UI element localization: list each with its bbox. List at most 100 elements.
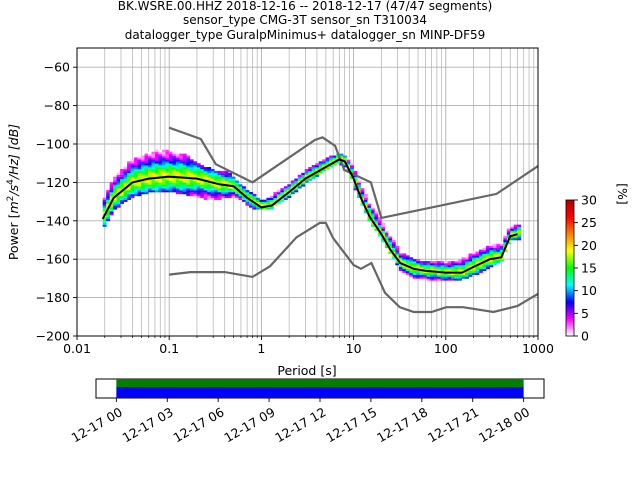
density-cell	[294, 180, 299, 183]
density-cell	[134, 188, 138, 191]
density-cell	[451, 278, 455, 281]
density-cell	[283, 195, 288, 199]
density-cell	[325, 161, 330, 164]
density-cell	[231, 192, 236, 195]
density-cell	[137, 192, 142, 195]
density-cell	[311, 168, 316, 172]
x-tick-label: 10	[346, 341, 362, 356]
density-cell	[158, 172, 163, 176]
density-cell	[175, 184, 180, 187]
density-cell	[269, 199, 274, 202]
density-cell	[210, 174, 215, 177]
density-cell	[231, 176, 236, 179]
density-cell	[186, 170, 191, 174]
density-cell	[203, 192, 208, 195]
density-cell	[444, 272, 448, 275]
density-cell	[266, 207, 271, 210]
density-cell	[141, 180, 145, 183]
density-cell	[478, 264, 483, 268]
density-cell	[214, 180, 219, 183]
density-cell	[304, 170, 309, 174]
density-cell	[207, 167, 212, 170]
density-cell	[482, 257, 487, 260]
density-cell	[458, 263, 462, 266]
density-cell	[465, 270, 469, 273]
density-cell	[109, 207, 114, 210]
density-cell	[116, 184, 121, 187]
density-cell	[506, 230, 511, 233]
density-cell	[151, 159, 156, 162]
density-cell	[179, 182, 184, 185]
density-cell	[374, 215, 379, 218]
density-cell	[102, 203, 107, 206]
density-cell	[461, 276, 466, 279]
density-cell	[158, 168, 163, 172]
density-cell	[402, 268, 407, 272]
density-cell	[134, 174, 138, 177]
density-cell	[154, 155, 159, 158]
density-cell	[214, 190, 219, 193]
density-cell	[123, 199, 128, 202]
density-cell	[207, 195, 212, 199]
density-cell	[141, 174, 145, 177]
density-cell	[106, 197, 111, 200]
nlnm-curve	[169, 221, 538, 314]
density-cell	[510, 232, 515, 235]
density-cell	[147, 151, 152, 154]
density-cell	[416, 263, 421, 266]
density-cell	[388, 236, 393, 239]
density-cell	[461, 268, 466, 272]
density-cell	[127, 174, 131, 177]
density-cell	[207, 172, 212, 176]
density-cell	[332, 155, 337, 158]
density-cell	[332, 157, 337, 160]
density-cell	[269, 205, 274, 208]
density-cell	[451, 276, 455, 279]
density-cell	[147, 167, 152, 170]
density-cell	[468, 274, 473, 277]
density-cell	[235, 180, 239, 183]
colorbar-tick-label: 5	[581, 306, 589, 321]
density-cell	[144, 167, 149, 170]
density-cell	[517, 232, 522, 235]
density-cell	[161, 180, 166, 183]
density-cell	[154, 151, 159, 154]
density-cell	[130, 172, 135, 176]
density-cell	[147, 163, 152, 166]
density-cell	[113, 207, 118, 210]
density-cell	[433, 261, 438, 264]
density-cell	[141, 192, 145, 195]
density-cell	[412, 263, 417, 266]
density-cell	[249, 197, 253, 200]
density-cell	[120, 168, 124, 172]
density-cell	[266, 201, 271, 204]
density-cell	[430, 268, 435, 272]
density-cell	[147, 165, 152, 168]
density-cell	[242, 192, 246, 195]
density-cell	[134, 157, 138, 160]
density-cell	[161, 168, 166, 172]
density-cell	[217, 180, 222, 183]
density-cell	[106, 216, 111, 220]
density-cell	[517, 234, 522, 237]
density-cell	[151, 184, 156, 187]
density-cell	[381, 240, 386, 243]
density-cell	[238, 186, 243, 189]
density-cell	[384, 240, 389, 243]
density-cell	[430, 264, 435, 268]
density-cell	[454, 268, 459, 272]
density-cell	[255, 201, 260, 204]
density-cell	[381, 230, 386, 233]
density-cell	[154, 174, 159, 177]
density-cell	[489, 249, 494, 252]
density-cell	[168, 163, 173, 166]
density-cell	[210, 186, 215, 189]
density-cell	[217, 193, 222, 197]
density-cell	[280, 199, 285, 202]
density-cell	[301, 184, 306, 187]
density-cell	[154, 159, 159, 162]
density-cell	[423, 264, 428, 268]
density-cell	[266, 199, 271, 202]
density-cell	[489, 243, 494, 247]
density-cell	[283, 186, 288, 189]
